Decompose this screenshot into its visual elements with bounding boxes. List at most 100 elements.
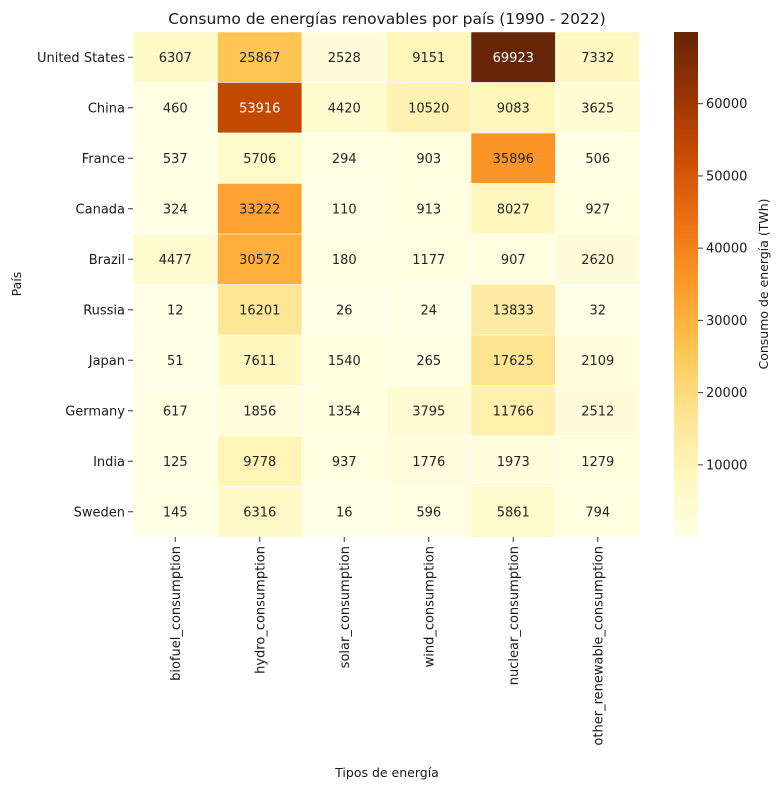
cell-value-label: 16 bbox=[336, 505, 353, 520]
y-tick-label: China bbox=[88, 101, 125, 116]
y-axis-label: País bbox=[9, 272, 24, 297]
y-tick-label: Germany bbox=[65, 404, 125, 419]
heatmap-cell bbox=[386, 31, 472, 83]
y-tick-label: France bbox=[82, 152, 125, 167]
heatmap-cell bbox=[301, 183, 387, 235]
heatmap-cell bbox=[132, 284, 218, 336]
colorbar-tick-label: 50000 bbox=[706, 169, 747, 184]
cell-value-label: 9778 bbox=[243, 455, 276, 470]
x-tick-label: solar_consumption bbox=[338, 546, 353, 668]
cell-value-label: 2620 bbox=[581, 253, 614, 268]
cell-value-label: 33222 bbox=[239, 202, 280, 217]
heatmap-cell bbox=[217, 334, 303, 386]
colorbar-tick-label: 30000 bbox=[706, 314, 747, 329]
cell-value-label: 10520 bbox=[408, 101, 449, 116]
cell-value-label: 25867 bbox=[239, 51, 280, 66]
heatmap-cell bbox=[132, 31, 218, 83]
cell-value-label: 460 bbox=[163, 101, 188, 116]
cell-value-label: 4477 bbox=[159, 253, 192, 268]
cell-value-label: 6307 bbox=[159, 51, 192, 66]
heatmap-cell bbox=[132, 435, 218, 487]
heatmap-cell bbox=[301, 233, 387, 285]
cell-value-label: 17625 bbox=[493, 354, 534, 369]
heatmap-cell bbox=[132, 132, 218, 184]
heatmap-cell bbox=[470, 233, 556, 285]
cell-value-label: 1540 bbox=[328, 354, 361, 369]
colorbar bbox=[674, 32, 698, 537]
cell-value-label: 69923 bbox=[493, 51, 534, 66]
y-tick-label: India bbox=[93, 455, 125, 470]
cell-value-label: 11766 bbox=[493, 404, 534, 419]
colorbar-tick-label: 20000 bbox=[706, 386, 747, 401]
heatmap-cell bbox=[386, 334, 472, 386]
x-tick-label: wind_consumption bbox=[422, 546, 437, 667]
cell-value-label: 32 bbox=[589, 303, 606, 318]
cell-value-label: 294 bbox=[332, 152, 357, 167]
cell-value-label: 5861 bbox=[497, 505, 530, 520]
cell-value-label: 6316 bbox=[243, 505, 276, 520]
cell-value-label: 12 bbox=[167, 303, 184, 318]
y-tick-label: United States bbox=[37, 51, 125, 66]
cell-value-label: 9151 bbox=[412, 51, 445, 66]
heatmap-cell bbox=[217, 486, 303, 538]
cell-value-label: 1279 bbox=[581, 455, 614, 470]
y-tick-label: Brazil bbox=[89, 253, 125, 268]
heatmap-cell bbox=[470, 435, 556, 487]
heatmap-cell bbox=[470, 132, 556, 184]
heatmap-cell bbox=[217, 82, 303, 134]
heatmap-cell bbox=[386, 183, 472, 235]
heatmap-cell bbox=[217, 132, 303, 184]
cell-value-label: 3795 bbox=[412, 404, 445, 419]
cell-value-label: 5706 bbox=[243, 152, 276, 167]
cell-value-label: 596 bbox=[416, 505, 441, 520]
cell-value-label: 145 bbox=[163, 505, 188, 520]
heatmap-cell bbox=[217, 31, 303, 83]
heatmap-cell bbox=[555, 233, 641, 285]
cell-value-label: 7611 bbox=[243, 354, 276, 369]
cell-value-label: 937 bbox=[332, 455, 357, 470]
heatmap-cell bbox=[555, 31, 641, 83]
heatmap-cell bbox=[386, 132, 472, 184]
heatmap-cell bbox=[132, 385, 218, 437]
x-tick-label: hydro_consumption bbox=[253, 546, 268, 674]
heatmap-cell bbox=[301, 385, 387, 437]
cell-value-label: 1177 bbox=[412, 253, 445, 268]
heatmap-cell bbox=[470, 385, 556, 437]
cell-value-label: 324 bbox=[163, 202, 188, 217]
heatmap-cell bbox=[386, 82, 472, 134]
colorbar-tick-label: 10000 bbox=[706, 458, 747, 473]
cell-value-label: 24 bbox=[420, 303, 437, 318]
heatmap-cell bbox=[386, 385, 472, 437]
cell-value-label: 506 bbox=[585, 152, 610, 167]
heatmap-cell bbox=[301, 334, 387, 386]
cell-value-label: 4420 bbox=[328, 101, 361, 116]
cell-value-label: 110 bbox=[332, 202, 357, 217]
cell-value-label: 16201 bbox=[239, 303, 280, 318]
cell-value-label: 537 bbox=[163, 152, 188, 167]
heatmap-cell bbox=[470, 31, 556, 83]
cell-value-label: 180 bbox=[332, 253, 357, 268]
heatmap-cell bbox=[555, 183, 641, 235]
heatmap-cell bbox=[132, 183, 218, 235]
heatmap-cell bbox=[132, 334, 218, 386]
cell-value-label: 51 bbox=[167, 354, 184, 369]
heatmap-cell bbox=[217, 183, 303, 235]
cell-value-label: 903 bbox=[416, 152, 441, 167]
cell-value-label: 927 bbox=[585, 202, 610, 217]
heatmap-cell bbox=[555, 82, 641, 134]
heatmap-cell bbox=[470, 183, 556, 235]
cell-value-label: 1776 bbox=[412, 455, 445, 470]
cell-value-label: 8027 bbox=[497, 202, 530, 217]
y-tick-label: Canada bbox=[76, 202, 125, 217]
x-tick-label: other_renewable_consumption bbox=[591, 546, 606, 746]
x-axis-label: Tipos de energía bbox=[334, 765, 439, 780]
x-tick-label: biofuel_consumption bbox=[169, 546, 184, 681]
cell-value-label: 35896 bbox=[493, 152, 534, 167]
cell-value-label: 3625 bbox=[581, 101, 614, 116]
cell-value-label: 9083 bbox=[497, 101, 530, 116]
heatmap-cell bbox=[555, 284, 641, 336]
cell-value-label: 1354 bbox=[328, 404, 361, 419]
colorbar-tick-label: 40000 bbox=[706, 242, 747, 257]
cell-value-label: 1856 bbox=[243, 404, 276, 419]
